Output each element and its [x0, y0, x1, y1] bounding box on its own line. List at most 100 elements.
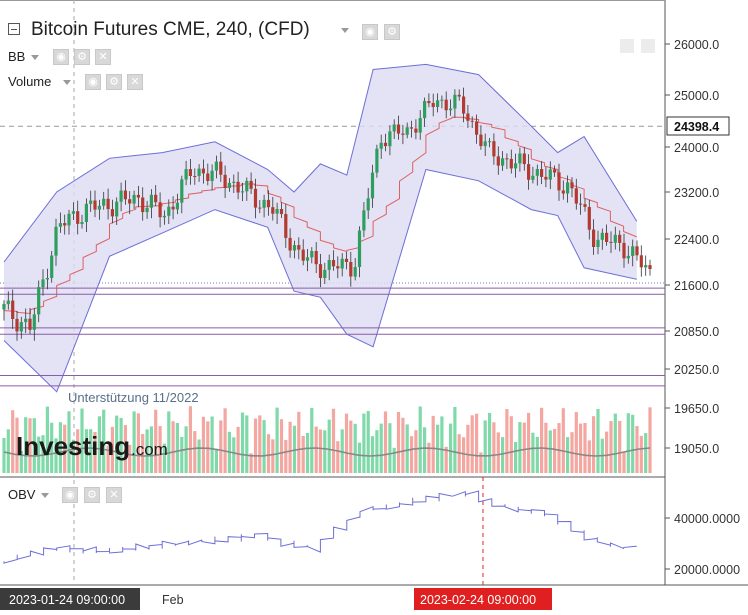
- obv-dropdown-icon[interactable]: [41, 493, 49, 498]
- indicator-volume-label[interactable]: Volume: [8, 74, 52, 89]
- volume-dropdown-icon[interactable]: [63, 80, 71, 85]
- volume-bar: [579, 423, 583, 473]
- volume-bar: [97, 416, 101, 473]
- obv-series: [3, 490, 637, 564]
- price-tick: 20850.0: [674, 325, 719, 339]
- volume-bar: [388, 423, 392, 473]
- obv-close-icon[interactable]: ✕: [106, 487, 122, 503]
- volume-visibility-icon[interactable]: ◉: [85, 74, 101, 90]
- candle-body: [11, 300, 15, 319]
- candle-body: [466, 113, 470, 121]
- candle-body: [401, 133, 405, 135]
- candle-body: [405, 127, 409, 135]
- volume-close-icon[interactable]: ✕: [127, 74, 143, 90]
- volume-bar: [557, 423, 561, 473]
- volume-bar: [71, 439, 75, 473]
- visibility-icon[interactable]: ◉: [362, 24, 378, 40]
- volume-bar: [132, 411, 136, 473]
- indicator-bb-label[interactable]: BB: [8, 49, 26, 64]
- volume-bar: [531, 432, 535, 473]
- candle-body: [353, 267, 357, 277]
- candle-body: [414, 128, 418, 133]
- candle-body: [626, 255, 630, 259]
- volume-bar: [362, 413, 366, 473]
- volume-bar: [136, 413, 140, 473]
- collapse-icon[interactable]: [8, 23, 20, 35]
- volume-bar: [462, 437, 466, 473]
- price-tick: 21600.0: [674, 279, 719, 293]
- obv-label[interactable]: OBV: [8, 487, 36, 502]
- candle-body: [271, 207, 275, 214]
- chart-title: Bitcoin Futures CME, 240, (CFD): [31, 19, 310, 40]
- candle-body: [318, 264, 323, 278]
- candle-body: [392, 124, 396, 132]
- volume-bar: [561, 408, 565, 473]
- volume-bar: [2, 438, 6, 473]
- volume-bar: [279, 419, 284, 473]
- bb-band: [4, 64, 637, 392]
- volume-bar: [197, 439, 201, 473]
- candle-body: [310, 251, 314, 258]
- volume-bar: [535, 436, 539, 473]
- volume-bar: [370, 436, 375, 473]
- candle-body: [375, 148, 379, 173]
- support-lines: [0, 287, 665, 387]
- volume-bar: [115, 415, 119, 473]
- pane-minimize-icon[interactable]: [641, 39, 655, 53]
- candle-body: [167, 206, 171, 216]
- volume-bar: [37, 436, 41, 473]
- volume-bar: [440, 416, 444, 473]
- candle-body: [570, 182, 574, 189]
- volume-bar: [553, 429, 557, 473]
- volume-bar: [488, 412, 492, 473]
- bb-lower-line: [3, 168, 637, 393]
- candle-body: [6, 300, 10, 305]
- volume-bar: [28, 418, 32, 473]
- volume-bar: [379, 423, 383, 473]
- candle-body: [223, 174, 227, 188]
- bb-settings-gear-icon[interactable]: ⚙: [74, 49, 90, 65]
- settings-gear-icon[interactable]: ⚙: [384, 24, 400, 40]
- candle-body: [58, 223, 62, 227]
- volume-bar: [162, 443, 166, 473]
- candle-body: [201, 168, 205, 174]
- bb-dropdown-icon[interactable]: [31, 55, 39, 60]
- candle-body: [297, 245, 301, 250]
- candle-body: [527, 164, 531, 180]
- candle-body: [514, 163, 518, 169]
- volume-bar: [618, 420, 622, 473]
- candle-body: [67, 213, 71, 226]
- title-dropdown-icon[interactable]: [341, 28, 349, 33]
- candle-body: [45, 278, 49, 280]
- candle-body: [501, 158, 505, 166]
- volume-bar: [318, 429, 323, 473]
- price-tick: 23200.0: [674, 186, 719, 200]
- candle-body: [97, 205, 101, 210]
- candle-body: [15, 318, 19, 332]
- candle-body: [63, 223, 67, 226]
- candle-body: [210, 170, 214, 181]
- bb-close-icon[interactable]: ✕: [95, 49, 111, 65]
- candle-body: [262, 199, 266, 208]
- volume-bar: [418, 406, 422, 473]
- candle-body: [154, 194, 158, 203]
- candle-body: [253, 188, 258, 208]
- volume-bar: [509, 416, 513, 473]
- volume-bar: [449, 423, 453, 473]
- candle-body: [592, 229, 596, 247]
- bb-visibility-icon[interactable]: ◉: [53, 49, 69, 65]
- volume-bar: [470, 415, 474, 473]
- volume-bar: [314, 426, 318, 473]
- candle-body: [336, 266, 340, 269]
- candle-body: [188, 169, 192, 176]
- time-highlight-right: 2023-02-24 09:00:00: [420, 593, 536, 607]
- candle-body: [227, 182, 231, 188]
- obv-visibility-icon[interactable]: ◉: [62, 487, 78, 503]
- candle-body: [622, 242, 626, 259]
- pane-maximize-icon[interactable]: [620, 39, 634, 53]
- volume-settings-gear-icon[interactable]: ⚙: [106, 74, 122, 90]
- candle-body: [470, 120, 474, 122]
- volume-bar: [466, 424, 470, 473]
- obv-settings-gear-icon[interactable]: ⚙: [84, 487, 100, 503]
- volume-bar: [158, 426, 162, 473]
